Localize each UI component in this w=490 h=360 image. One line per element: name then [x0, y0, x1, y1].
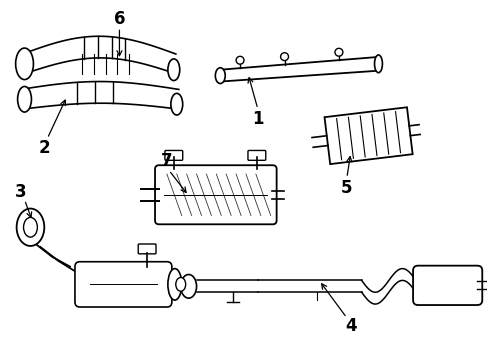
Ellipse shape [236, 56, 244, 64]
Polygon shape [324, 107, 413, 164]
Text: 7: 7 [161, 152, 172, 170]
Ellipse shape [17, 208, 44, 246]
Ellipse shape [171, 93, 183, 115]
Ellipse shape [281, 53, 289, 60]
Ellipse shape [176, 278, 186, 291]
Text: 4: 4 [345, 317, 357, 335]
FancyBboxPatch shape [155, 165, 277, 224]
Text: 1: 1 [252, 110, 264, 128]
Ellipse shape [16, 48, 33, 80]
Ellipse shape [335, 48, 343, 56]
FancyBboxPatch shape [413, 266, 482, 305]
FancyBboxPatch shape [75, 262, 172, 307]
Ellipse shape [168, 59, 180, 81]
Text: 2: 2 [39, 139, 50, 157]
Ellipse shape [168, 269, 182, 300]
Text: 5: 5 [341, 179, 353, 197]
FancyBboxPatch shape [248, 150, 266, 160]
Ellipse shape [24, 217, 37, 237]
Ellipse shape [374, 55, 382, 73]
FancyBboxPatch shape [165, 150, 183, 160]
Ellipse shape [181, 275, 196, 298]
FancyBboxPatch shape [138, 244, 156, 254]
Ellipse shape [215, 68, 225, 84]
Text: 3: 3 [15, 183, 26, 201]
Ellipse shape [18, 86, 31, 112]
Text: 6: 6 [114, 9, 125, 27]
